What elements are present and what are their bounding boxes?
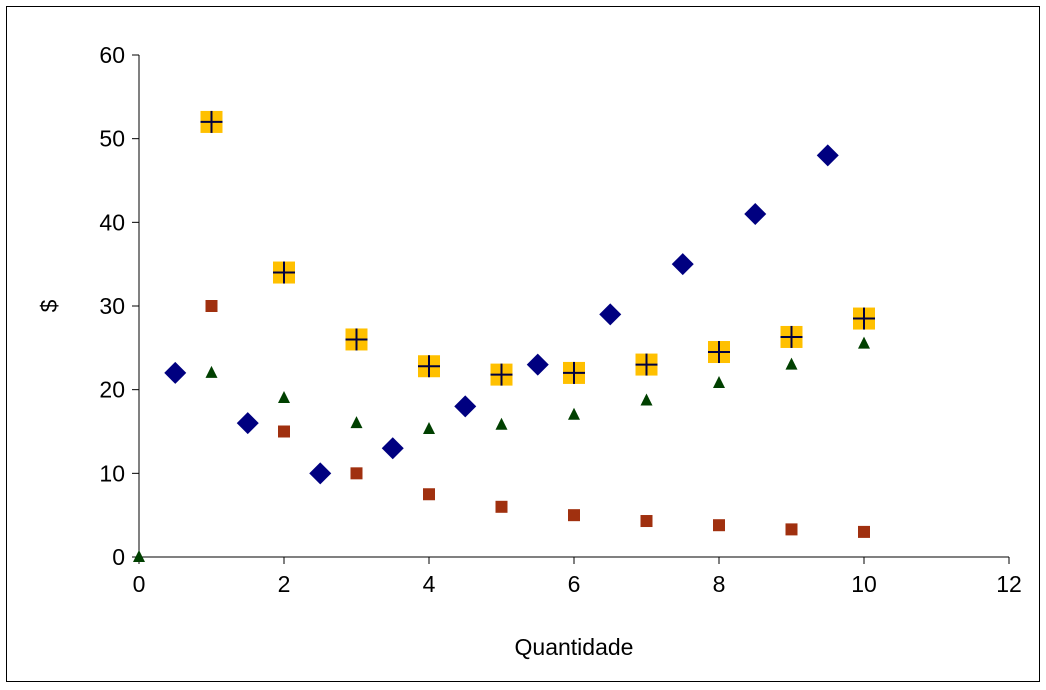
x-tick-label: 10	[851, 571, 877, 597]
y-tick-label: 50	[99, 126, 125, 152]
data-point-diamond	[454, 395, 477, 418]
data-point-square	[423, 488, 435, 501]
y-axis-label: $	[36, 299, 62, 312]
y-tick-label: 40	[99, 209, 125, 235]
data-point-cross-square	[345, 328, 368, 351]
data-point-cross-square	[708, 341, 730, 364]
data-point-diamond	[816, 144, 839, 167]
x-tick-label: 12	[996, 571, 1022, 597]
data-point-square	[350, 467, 363, 480]
y-tick-label: 10	[99, 460, 125, 486]
data-point-triangle	[495, 417, 508, 430]
data-point-cross-square	[635, 353, 658, 376]
chart-frame: 0 2 4 6 8 10 12 0 10 20 30 40 50 60 Quantidade $	[6, 6, 1040, 682]
data-point-cross-square	[853, 307, 875, 330]
x-tick-label: 4	[423, 571, 436, 597]
data-point-diamond	[744, 202, 767, 225]
x-tick-label: 0	[133, 571, 146, 597]
data-point-square	[205, 300, 218, 312]
data-point-square	[278, 425, 290, 438]
x-tick-label: 6	[568, 571, 581, 597]
data-point-diamond	[599, 303, 622, 326]
x-tick-label: 8	[713, 571, 726, 597]
data-point-triangle	[568, 407, 580, 420]
ticks: 0 2 4 6 8 10 12 0 10 20 30 40 50 60	[99, 42, 1021, 597]
data-point-cross-square	[563, 361, 585, 384]
axes	[138, 55, 1009, 558]
data-point-triangle	[205, 365, 218, 378]
y-tick-label: 60	[99, 42, 125, 68]
data-point-diamond	[381, 437, 404, 460]
scatter-chart: 0 2 4 6 8 10 12 0 10 20 30 40 50 60 Quantidade $	[36, 42, 1022, 660]
data-point-square	[785, 523, 798, 536]
series-3-triangle	[133, 336, 870, 562]
y-tick-label: 20	[99, 377, 125, 403]
data-point-triangle	[713, 375, 725, 388]
data-point-triangle	[278, 391, 290, 404]
x-tick-label: 2	[278, 571, 291, 597]
y-tick-label: 30	[99, 293, 125, 319]
y-tick-label: 0	[112, 544, 125, 570]
data-point-diamond	[671, 253, 694, 276]
data-point-cross-square	[418, 355, 440, 378]
data-point-cross-square	[780, 325, 803, 348]
data-point-diamond	[309, 462, 332, 485]
data-point-square	[713, 519, 725, 532]
series-1-diamond	[164, 144, 839, 485]
data-point-square	[640, 515, 653, 528]
data-point-cross-square	[490, 363, 513, 386]
data-point-square	[568, 509, 580, 522]
data-marks	[133, 110, 875, 562]
data-point-triangle	[858, 336, 870, 349]
data-point-square	[858, 525, 870, 538]
data-point-square	[495, 500, 508, 513]
data-point-triangle	[350, 416, 363, 429]
data-point-triangle	[785, 357, 798, 370]
data-point-triangle	[133, 550, 145, 562]
data-point-diamond	[164, 361, 187, 384]
series-4-cross-square	[200, 110, 875, 386]
series-2-square	[205, 300, 870, 538]
data-point-diamond	[236, 412, 259, 435]
data-point-cross-square	[200, 110, 223, 133]
x-axis-label: Quantidade	[515, 634, 634, 660]
data-point-triangle	[423, 421, 435, 434]
data-point-cross-square	[273, 261, 295, 284]
data-point-diamond	[526, 353, 549, 376]
data-point-triangle	[640, 393, 653, 406]
